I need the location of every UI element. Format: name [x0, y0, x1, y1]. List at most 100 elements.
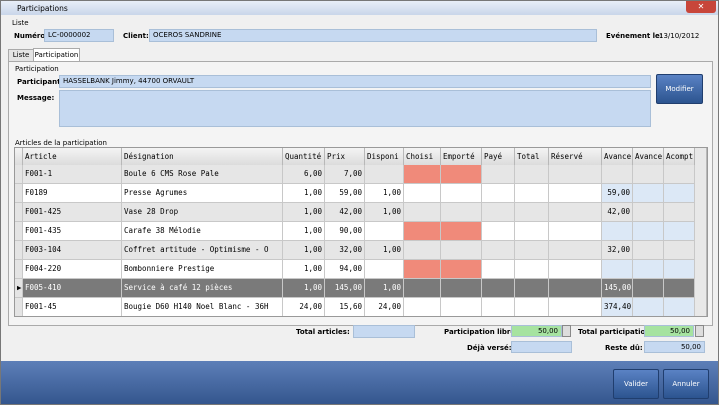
- scrollbar: [695, 148, 707, 316]
- table-cell: Carafe 38 Mélodie: [122, 222, 283, 241]
- table-cell: [515, 203, 549, 222]
- table-cell: 1,00: [283, 260, 325, 279]
- table-cell: [515, 165, 549, 184]
- column-header: Total: [515, 148, 549, 165]
- cancel-button[interactable]: Annuler: [663, 369, 709, 399]
- table-cell: 1,00: [283, 241, 325, 260]
- table-cell: 59,00: [325, 184, 365, 203]
- table-cell: [404, 241, 441, 260]
- table-cell: [633, 298, 664, 316]
- column-header: Avance: [602, 148, 633, 165]
- table-cell: [602, 165, 633, 184]
- column-header: Article: [23, 148, 122, 165]
- data-grid: Article Désignation Quantité Prix Disponi Cho…: [14, 147, 708, 317]
- table-cell: [664, 241, 695, 260]
- table-cell: [441, 165, 482, 184]
- table-cell: [515, 222, 549, 241]
- table-cell: [515, 184, 549, 203]
- label: Client:: [123, 32, 149, 40]
- label: Message:: [17, 94, 55, 102]
- table-cell: [664, 260, 695, 279]
- row-header: [15, 298, 23, 316]
- table-cell: 94,00: [325, 260, 365, 279]
- label: Déjà versé:: [467, 344, 512, 352]
- table-cell: 42,00: [325, 203, 365, 222]
- table-cell: [549, 165, 602, 184]
- table-cell: F001-435: [23, 222, 122, 241]
- table-cell: [441, 184, 482, 203]
- table-cell: 1,00: [283, 184, 325, 203]
- table-cell: [482, 184, 515, 203]
- table-cell: [664, 203, 695, 222]
- table-cell: 1,00: [365, 241, 404, 260]
- reste-du-field: 50,00: [644, 341, 705, 353]
- table-cell: [664, 165, 695, 184]
- column-header: Désignation: [122, 148, 283, 165]
- table-cell: [549, 298, 602, 316]
- table-cell: [602, 222, 633, 241]
- row-header: ▶: [15, 279, 23, 298]
- table-cell: [515, 241, 549, 260]
- group-label: Articles de la participation: [15, 139, 107, 147]
- table-cell: [482, 260, 515, 279]
- table-cell: [664, 298, 695, 316]
- table-cell: 59,00: [602, 184, 633, 203]
- table-cell: Boule 6 CMS Rose Pale: [122, 165, 283, 184]
- column-header: Payé: [482, 148, 515, 165]
- participation-libre-field[interactable]: 50,00: [511, 325, 562, 337]
- evenement-value: 13/10/2012: [659, 32, 700, 40]
- title-bar: [1, 1, 718, 15]
- group-label: Liste: [12, 19, 29, 27]
- total-articles-field: [353, 325, 415, 338]
- table-cell: 1,00: [283, 279, 325, 298]
- label: Total articles:: [296, 328, 350, 336]
- table-cell: [365, 222, 404, 241]
- table-cell: [441, 222, 482, 241]
- table-cell: F003-104: [23, 241, 122, 260]
- column-header: Acompt: [664, 148, 695, 165]
- row-header: [15, 203, 23, 222]
- table-cell: 1,00: [365, 203, 404, 222]
- table-cell: [482, 165, 515, 184]
- participant-field: HASSELBANK Jimmy, 44700 ORVAULT: [59, 75, 651, 88]
- table-cell: 32,00: [325, 241, 365, 260]
- table-cell: [664, 184, 695, 203]
- column-header: Avance: [633, 148, 664, 165]
- calc-button[interactable]: [562, 325, 571, 337]
- column-header: Choisi: [404, 148, 441, 165]
- table-cell: [404, 203, 441, 222]
- label: Numéro:: [14, 32, 48, 40]
- close-button[interactable]: ✕: [686, 1, 716, 13]
- table-cell: [482, 241, 515, 260]
- table-cell: [549, 260, 602, 279]
- column-header: Quantité: [283, 148, 325, 165]
- table-cell: F004-220: [23, 260, 122, 279]
- table-cell: [549, 241, 602, 260]
- column-header: Emporté: [441, 148, 482, 165]
- label: Evénement le:: [606, 32, 663, 40]
- table-cell: [602, 260, 633, 279]
- table-cell: F001-425: [23, 203, 122, 222]
- message-field[interactable]: [59, 90, 651, 127]
- table-cell: [633, 203, 664, 222]
- table-cell: [664, 222, 695, 241]
- client-field: OCEROS SANDRINE: [149, 29, 597, 42]
- label: Participant:: [17, 78, 64, 86]
- table-cell: [441, 241, 482, 260]
- label: Total participation:: [578, 328, 654, 336]
- group-label: Participation: [15, 65, 59, 73]
- tab[interactable]: Participation: [33, 48, 80, 61]
- table-cell: Bougie D60 H140 Noel Blanc - 36H: [122, 298, 283, 316]
- table-cell: 24,00: [283, 298, 325, 316]
- row-header: [15, 260, 23, 279]
- row-header: [15, 148, 23, 165]
- table-cell: [404, 298, 441, 316]
- validate-button[interactable]: Valider: [613, 369, 659, 399]
- modify-button[interactable]: Modifier: [656, 74, 703, 104]
- table-cell: 1,00: [365, 279, 404, 298]
- window-title: Participations: [17, 4, 68, 13]
- calc-button[interactable]: [695, 325, 704, 337]
- table-cell: F0189: [23, 184, 122, 203]
- table-cell: 90,00: [325, 222, 365, 241]
